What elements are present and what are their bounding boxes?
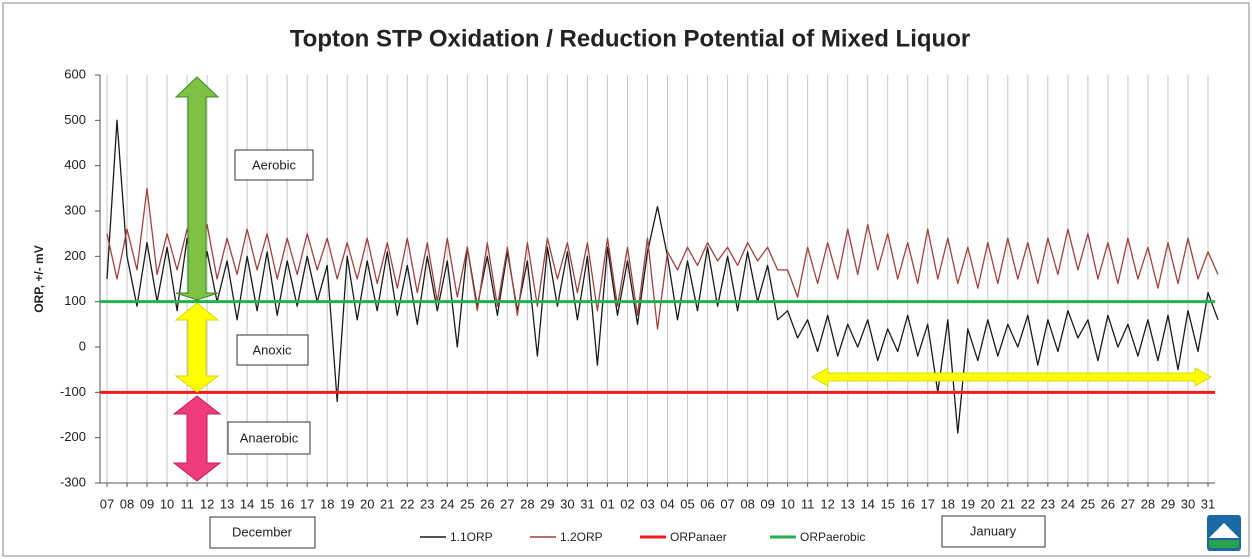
y-tick-label: 600	[64, 66, 86, 81]
legend-label: 1.2ORP	[560, 530, 603, 544]
legend-label: ORPanaer	[670, 530, 727, 544]
y-tick-label: -200	[60, 429, 86, 444]
x-tick-label: 17	[300, 496, 314, 511]
x-tick-label: 04	[660, 496, 674, 511]
x-tick-label: 08	[120, 496, 134, 511]
x-tick-label: 22	[400, 496, 414, 511]
x-tick-label: 19	[340, 496, 354, 511]
x-tick-label: 10	[160, 496, 174, 511]
y-axis-label: ORP, +/- mV	[32, 245, 46, 312]
x-tick-label: 09	[140, 496, 154, 511]
anaerobic-arrow	[172, 395, 222, 482]
aerobic-arrow	[174, 76, 220, 301]
x-tick-label: 10	[780, 496, 794, 511]
grid: 07 08 09 10 11 12 13 14 15 16 17 18 19 20 21 22 23 24 25 26…	[60, 66, 1215, 511]
annotation-box	[227, 421, 311, 455]
y-tick-label: 0	[79, 338, 86, 353]
x-tick-label: 20	[360, 496, 374, 511]
x-tick-label: 07	[100, 496, 114, 511]
x-tick-label: 26	[480, 496, 494, 511]
annotation-box	[234, 149, 314, 181]
x-tick-label: 13	[220, 496, 234, 511]
annotation: Aerobic	[252, 157, 297, 172]
y-tick-label: 500	[64, 112, 86, 127]
x-tick-label: 23	[420, 496, 434, 511]
x-tick-label: 30	[1181, 496, 1195, 511]
x-tick-label: 28	[520, 496, 534, 511]
chart-title: Topton STP Oxidation / Reduction Potenti…	[290, 25, 970, 52]
plot-lines	[100, 119, 1219, 434]
x-tick-label: 25	[460, 496, 474, 511]
x-tick-label: 16	[900, 496, 914, 511]
x-tick-label: 31	[1201, 496, 1215, 511]
y-tick-label: 200	[64, 248, 86, 263]
x-tick-label: 18	[320, 496, 334, 511]
x-tick-label: 27	[1121, 496, 1135, 511]
legend-label: ORPaerobic	[800, 530, 865, 544]
x-tick-label: 18	[941, 496, 955, 511]
month-box	[209, 516, 316, 549]
month-label: December	[232, 524, 293, 539]
x-tick-label: 22	[1021, 496, 1035, 511]
x-tick-label: 15	[260, 496, 274, 511]
x-tick-label: 31	[580, 496, 594, 511]
annotation: Anaerobic	[240, 430, 299, 445]
x-tick-label: 20	[981, 496, 995, 511]
x-tick-label: 14	[860, 496, 874, 511]
x-tick-label: 01	[600, 496, 614, 511]
x-tick-label: 29	[540, 496, 554, 511]
x-tick-label: 29	[1161, 496, 1175, 511]
x-tick-label: 23	[1041, 496, 1055, 511]
x-tick-label: 24	[440, 496, 454, 511]
x-tick-label: 21	[1001, 496, 1015, 511]
x-tick-label: 11	[801, 496, 815, 511]
anoxic-arrow	[174, 302, 220, 393]
x-tick-label: 09	[760, 496, 774, 511]
x-tick-label: 14	[240, 496, 254, 511]
y-tick-label: -100	[60, 384, 86, 399]
x-tick-label: 16	[280, 496, 294, 511]
x-tick-label: 12	[200, 496, 214, 511]
x-tick-label: 13	[840, 496, 854, 511]
x-tick-label: 25	[1081, 496, 1095, 511]
legend-label: 1.1ORP	[450, 530, 493, 544]
x-tick-label: 15	[880, 496, 894, 511]
x-tick-label: 05	[680, 496, 694, 511]
x-tick-label: 11	[180, 496, 194, 511]
x-tick-label: 06	[700, 496, 714, 511]
x-tick-label: 17	[921, 496, 935, 511]
x-tick-label: 27	[500, 496, 514, 511]
x-tick-label: 03	[640, 496, 654, 511]
y-tick-label: -300	[60, 474, 86, 489]
x-tick-label: 07	[720, 496, 734, 511]
x-tick-label: 08	[740, 496, 754, 511]
x-tick-label: 21	[380, 496, 394, 511]
series-line	[106, 119, 1219, 434]
x-tick-label: 02	[620, 496, 634, 511]
x-tick-label: 28	[1141, 496, 1155, 511]
x-tick-label: 26	[1101, 496, 1115, 511]
y-tick-label: 300	[64, 202, 86, 217]
y-tick-label: 100	[64, 293, 86, 308]
x-tick-label: 19	[961, 496, 975, 511]
x-tick-label: 12	[820, 496, 834, 511]
month-box	[941, 515, 1046, 548]
anoxic-period-arrow	[810, 367, 1213, 387]
legend: 1.1ORP 1.2ORP ORPanaer ORPaerobic	[420, 530, 865, 544]
annotations: Aerobic Anoxic Anaerobic December Januar…	[172, 76, 1241, 551]
logo	[1207, 515, 1241, 551]
series-line	[106, 187, 1219, 330]
x-tick-label: 30	[560, 496, 574, 511]
month-label: January	[970, 523, 1017, 538]
y-tick-label: 400	[64, 157, 86, 172]
x-tick-label: 24	[1061, 496, 1075, 511]
annotation-box	[236, 334, 309, 366]
annotation: Anoxic	[252, 342, 292, 357]
